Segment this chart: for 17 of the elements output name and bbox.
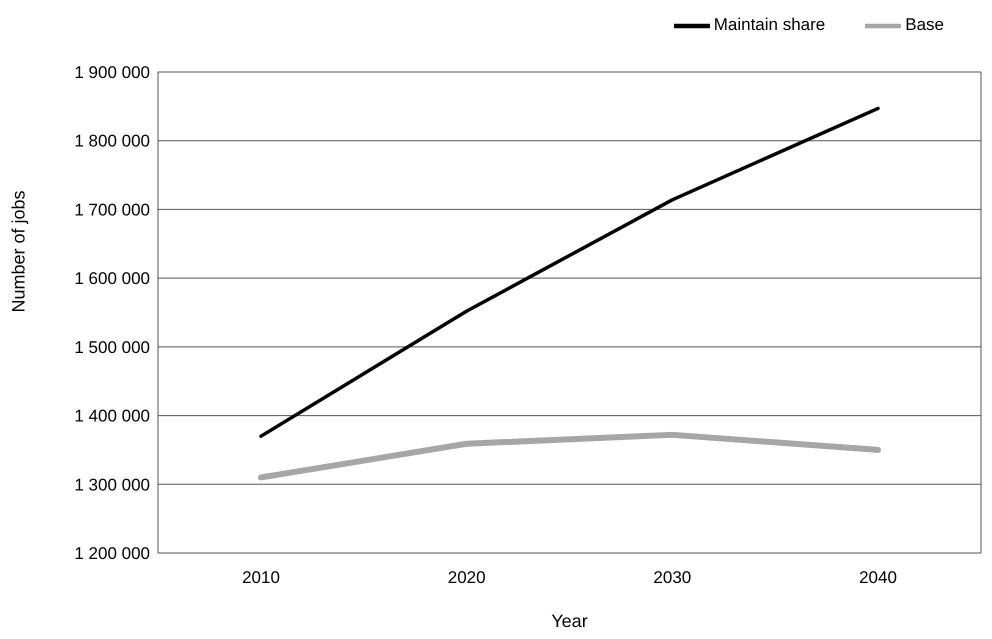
y-tick-label: 1 400 000 [74,406,150,426]
y-tick-label: 1 500 000 [74,338,150,357]
x-tick-label: 2030 [653,568,692,588]
y-tick-label: 1 800 000 [74,132,150,151]
y-tick-label: 1 700 000 [74,200,150,220]
x-axis-title: Year [551,611,588,631]
x-tick-label: 2040 [859,568,897,588]
legend-label: Maintain share [714,15,826,34]
line-series [259,106,880,438]
y-tick-label: 1 300 000 [74,475,150,494]
y-tick-label: 1 900 000 [74,63,150,82]
y-tick-label: 1 600 000 [74,269,150,288]
y-axis-title: Number of jobs [8,190,28,312]
legend-label: Base [905,15,944,34]
y-tick-label: 1 200 000 [74,544,150,564]
x-tick-label: 2010 [242,568,280,588]
x-tick-label: 2020 [448,568,486,588]
